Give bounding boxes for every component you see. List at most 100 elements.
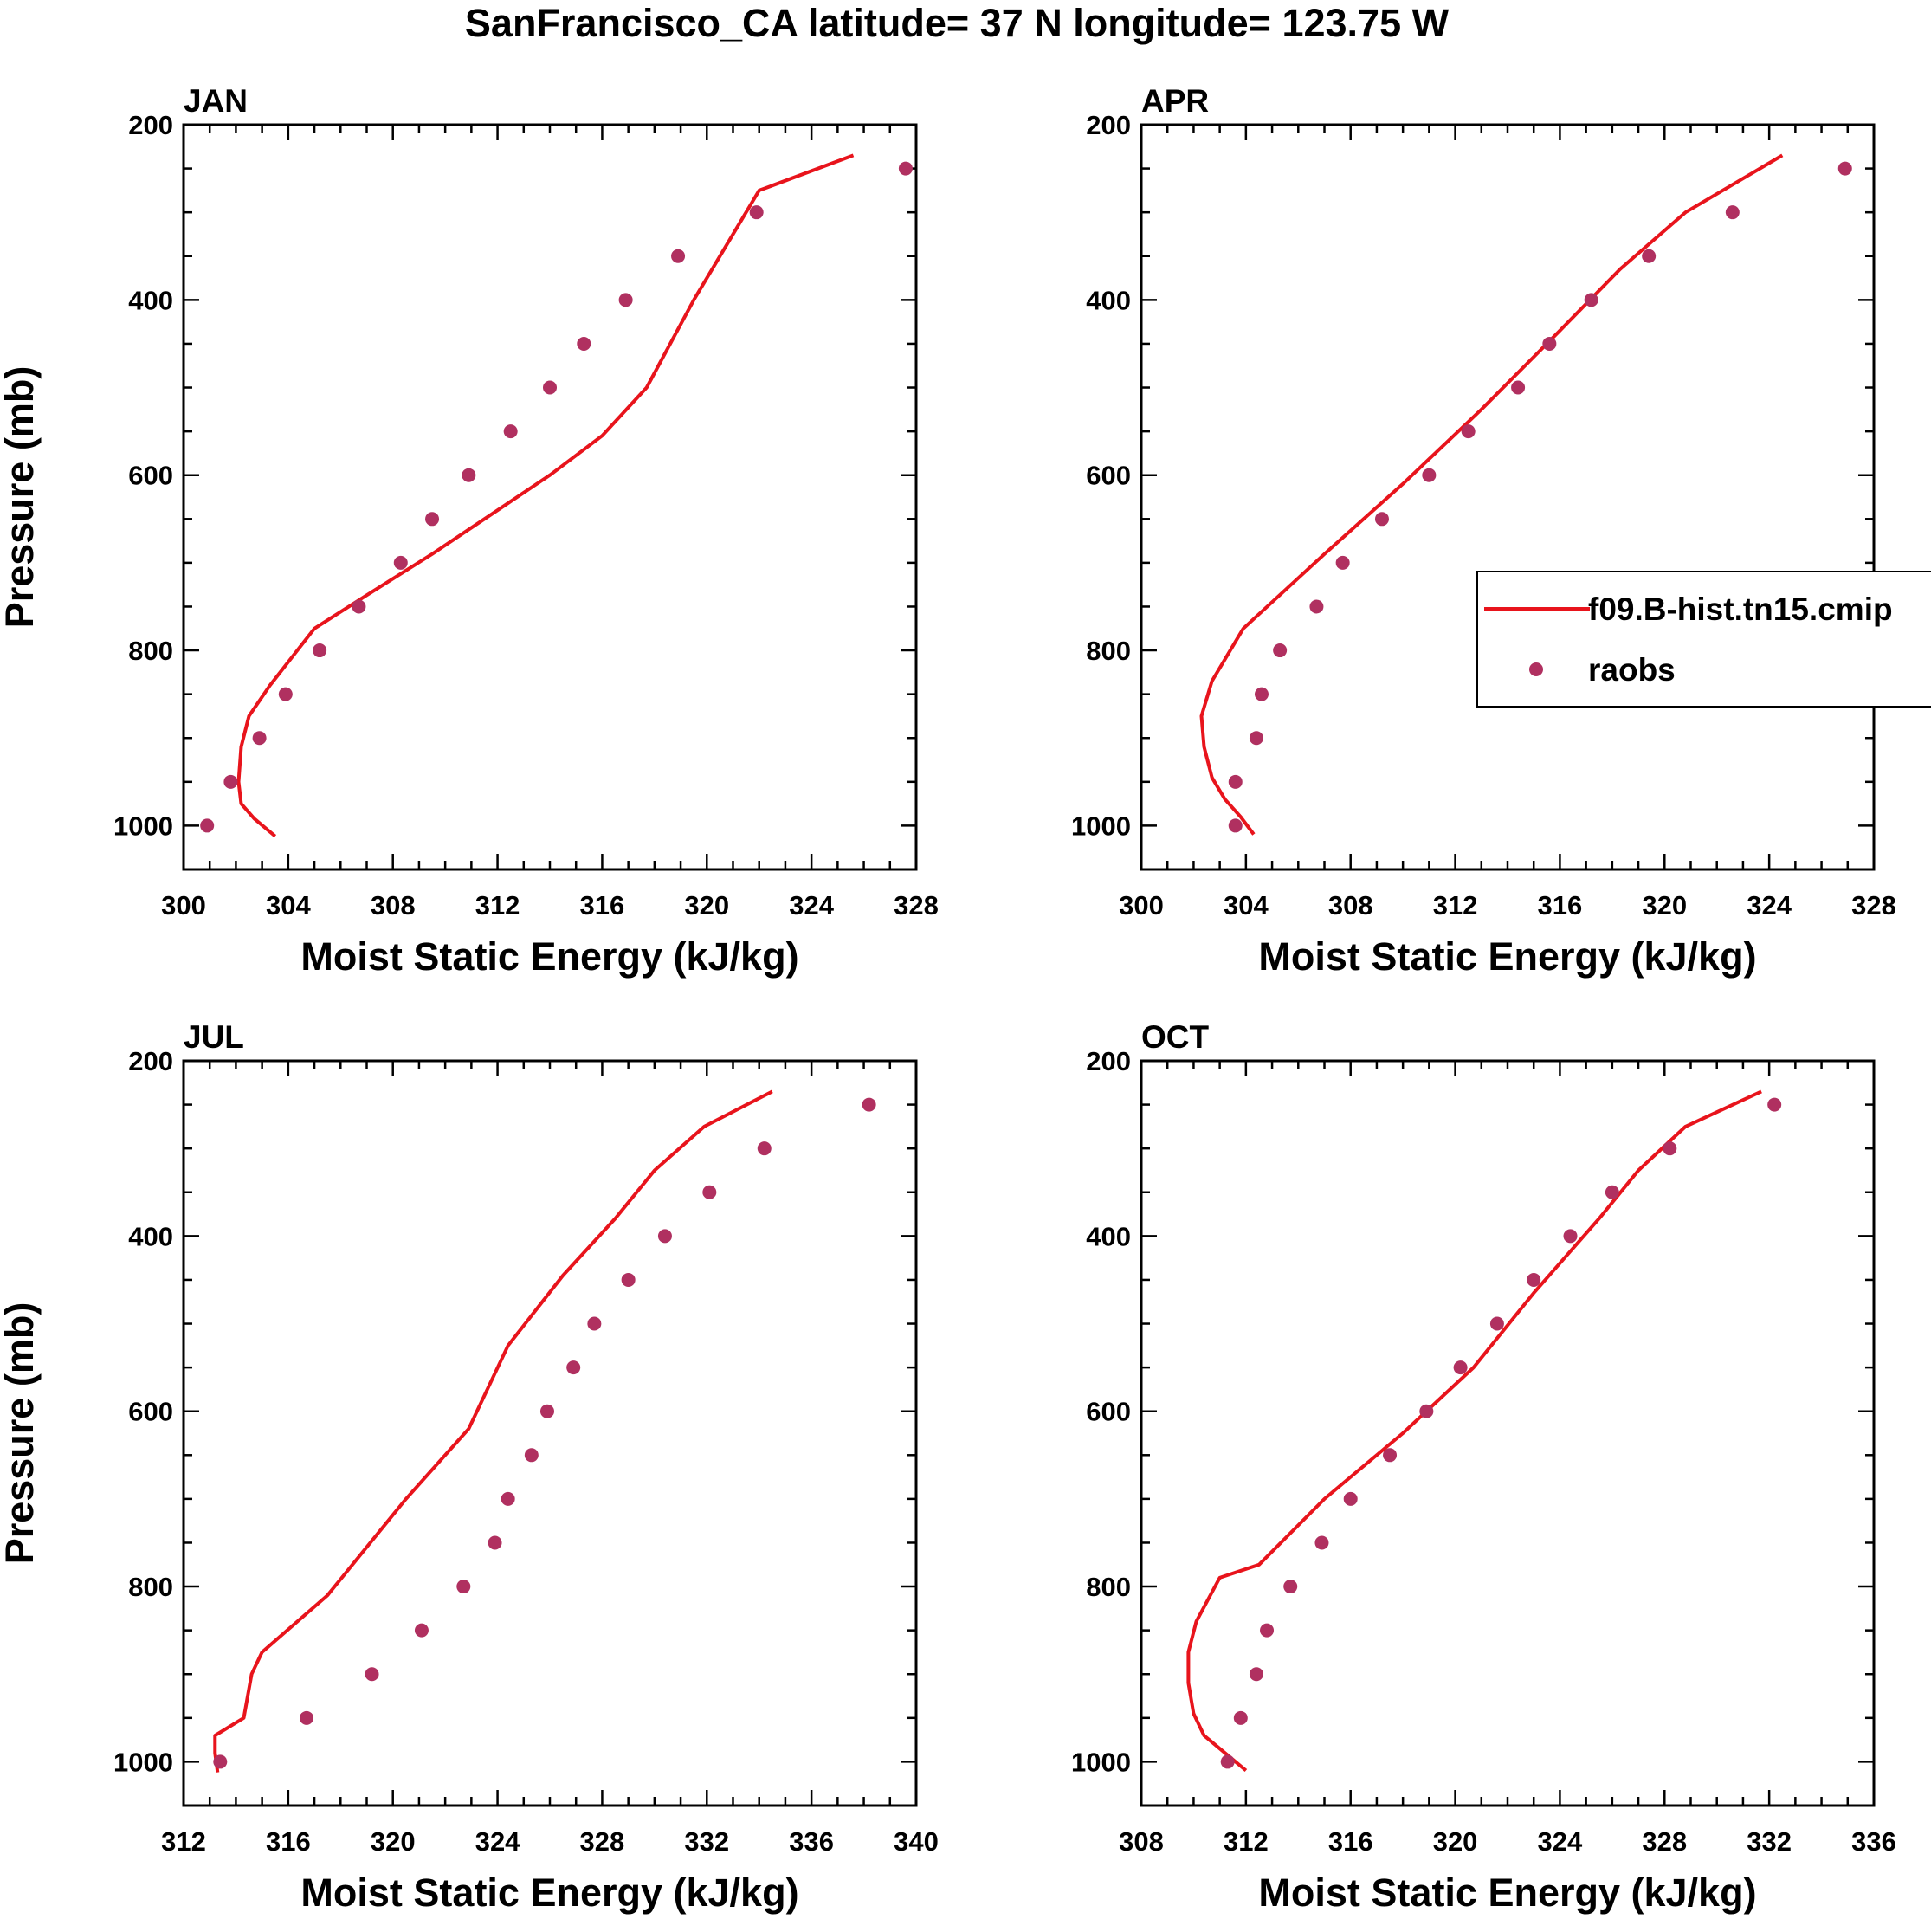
raobs-point [462, 468, 476, 482]
raobs-point [1374, 512, 1389, 527]
x-tick-label: 328 [1851, 890, 1896, 921]
x-tick-label: 308 [1119, 1826, 1164, 1857]
raobs-point [1584, 293, 1598, 307]
model-line [1186, 1089, 1762, 1773]
y-axis-label: Pressure (mb) [0, 1302, 42, 1565]
x-tick-label: 312 [1224, 1826, 1269, 1857]
x-tick-label: 324 [789, 890, 834, 921]
y-tick-label: 600 [128, 461, 173, 491]
raobs-point [213, 1754, 228, 1769]
raobs-point [503, 424, 518, 439]
raobs-point [1725, 205, 1740, 220]
figure-title: SanFrancisco_CA latitude= 37 N longitude… [465, 1, 1450, 45]
raobs-point [757, 1141, 772, 1156]
y-tick-label: 800 [1086, 636, 1131, 666]
x-tick-label: 336 [789, 1826, 834, 1857]
x-axis-label: Moist Static Energy (kJ/kg) [300, 1871, 798, 1915]
x-tick-label: 304 [266, 890, 311, 921]
x-tick-label: 324 [1538, 1826, 1583, 1857]
x-tick-label: 332 [684, 1826, 729, 1857]
raobs-point [1254, 687, 1269, 701]
x-tick-label: 316 [266, 1826, 311, 1857]
x-tick-label: 316 [1328, 1826, 1373, 1857]
legend-box [1476, 571, 1931, 708]
raobs-point [1249, 731, 1263, 746]
raobs-point [488, 1535, 502, 1550]
x-tick-label: 300 [161, 890, 206, 921]
raobs-point [1489, 1316, 1504, 1331]
raobs-point [1419, 1404, 1434, 1418]
raobs-point [1663, 1141, 1677, 1156]
raobs-point [566, 1360, 581, 1375]
raobs-point [313, 643, 327, 658]
raobs-point [1422, 468, 1437, 482]
raobs-point [1605, 1185, 1619, 1199]
legend: f09.B-hist.tn15.cmip raobs [1476, 571, 1931, 708]
raobs-point [1343, 1491, 1358, 1506]
y-tick-label: 600 [1086, 461, 1131, 491]
y-tick-label: 600 [1086, 1397, 1131, 1427]
y-tick-label: 600 [128, 1397, 173, 1427]
raobs-point [1642, 249, 1657, 263]
x-tick-label: 312 [475, 890, 520, 921]
raobs-point [1563, 1229, 1578, 1244]
raobs-point [393, 555, 408, 570]
raobs-point [425, 512, 440, 527]
y-tick-label: 200 [128, 1046, 173, 1076]
raobs-point [524, 1448, 539, 1463]
raobs-point [671, 249, 686, 263]
y-tick-label: 800 [128, 636, 173, 666]
raobs-point [1461, 424, 1476, 439]
raobs-point [587, 1316, 602, 1331]
x-tick-label: 308 [1328, 890, 1373, 921]
raobs-point [1314, 1535, 1329, 1550]
y-tick-label: 1000 [1071, 811, 1131, 841]
x-tick-label: 332 [1747, 1826, 1792, 1857]
raobs-point [352, 599, 366, 614]
raobs-point [1249, 1667, 1263, 1682]
x-tick-label: 312 [161, 1826, 206, 1857]
raobs-point [621, 1272, 636, 1287]
y-tick-label: 1000 [113, 811, 173, 841]
raobs-point [657, 1229, 672, 1244]
raobs-point [278, 687, 293, 701]
raobs-point [456, 1580, 471, 1594]
y-tick-label: 200 [1086, 110, 1131, 140]
raobs-point [862, 1097, 876, 1112]
y-tick-label: 800 [1086, 1572, 1131, 1602]
x-tick-label: 328 [1642, 1826, 1687, 1857]
panel-jan: JAN 300 304 308 312 316 320 324 328 200 400 600 800 1… [0, 83, 939, 979]
x-tick-label: 320 [371, 1826, 416, 1857]
model-line [1199, 153, 1784, 836]
raobs-point [252, 731, 267, 746]
x-tick-label: 312 [1433, 890, 1478, 921]
x-tick-label: 324 [1747, 890, 1792, 921]
y-tick-label: 200 [128, 110, 173, 140]
x-tick-label: 340 [894, 1826, 939, 1857]
raobs-point [1309, 599, 1324, 614]
raobs-point [1542, 336, 1557, 351]
panels: JAN 300 304 308 312 316 320 324 328 200 400 600 800 1… [0, 83, 1931, 1915]
x-tick-label: 336 [1851, 1826, 1896, 1857]
raobs-point [414, 1623, 429, 1638]
y-tick-label: 400 [128, 1221, 173, 1251]
panel-jul: JUL 312 316 320 324 328 332 336 340 200 400 600 800 1… [0, 1019, 939, 1915]
raobs-point [1527, 1272, 1541, 1287]
x-axis-label: Moist Static Energy (kJ/kg) [1258, 1871, 1756, 1915]
panel-label: JUL [184, 1019, 244, 1055]
x-tick-label: 316 [1538, 890, 1583, 921]
panel-label: APR [1141, 83, 1209, 119]
x-tick-label: 320 [1642, 890, 1687, 921]
x-tick-label: 328 [894, 890, 939, 921]
legend-obs-label: raobs [1588, 652, 1676, 688]
x-tick-label: 328 [580, 1826, 625, 1857]
raobs-point [1283, 1580, 1298, 1594]
x-tick-label: 304 [1224, 890, 1269, 921]
raobs-point [702, 1185, 717, 1199]
x-axis-label: Moist Static Energy (kJ/kg) [1258, 934, 1756, 979]
panel-oct: OCT 308 312 316 320 324 328 332 336 200 400 600 800 1… [1071, 1019, 1896, 1915]
raobs-point [501, 1491, 515, 1506]
raobs-point [1767, 1097, 1782, 1112]
raobs-point [1335, 555, 1350, 570]
